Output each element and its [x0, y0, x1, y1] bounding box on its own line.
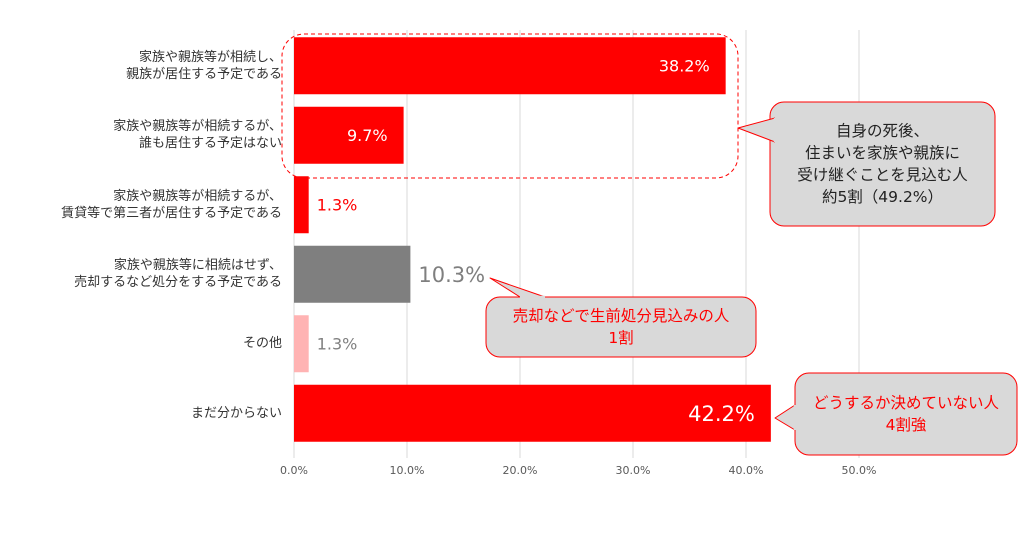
bar [294, 176, 309, 234]
category-label: その他 [242, 336, 282, 352]
callout-layer [485, 101, 1018, 456]
callout-text: どうするか決めていない人 4割強 [812, 394, 999, 434]
category-label: 家族や親族等が相続するが、 賃貸等で第三者が居住する予定である [61, 188, 282, 221]
bar [294, 384, 771, 442]
bars: 38.2% 9.7% 1.3% 10.3% 1.3% 42.2% [294, 37, 771, 442]
callout-box [769, 101, 996, 227]
callout-text: 自身の死後、 住まいを家族や親族に 受け継ぐことを見込む人 約5割（49.2%） [797, 122, 968, 206]
data-label: 9.7% [347, 126, 388, 145]
data-label: 38.2% [659, 57, 710, 76]
category-label: 家族や親族等が相続し、 親族が居住する予定である [126, 49, 282, 82]
data-label: 10.3% [418, 263, 485, 287]
data-label: 1.3% [317, 196, 358, 215]
x-axis-ticks: 0.0% 10.0% 20.0% 30.0% 40.0% 50.0% [280, 464, 876, 477]
bar [294, 245, 411, 303]
callout-pointer [737, 117, 776, 143]
data-label: 42.2% [688, 402, 755, 426]
category-label: 家族や親族等が相続するが、 誰も居住する予定はない [113, 119, 282, 152]
data-label: 1.3% [317, 335, 358, 354]
category-label: 家族や親族等に相続はせず、 売却するなど処分をする予定である [74, 258, 282, 291]
x-tick-label: 40.0% [729, 464, 764, 477]
callout-text: 売却などで生前処分見込みの人 1割 [512, 307, 730, 347]
bar [294, 37, 726, 95]
callout-pointer [489, 277, 546, 298]
group-highlight-outline [281, 33, 739, 179]
category-label: まだ分からない [190, 405, 282, 421]
x-tick-label: 50.0% [842, 464, 877, 477]
x-tick-label: 10.0% [390, 464, 425, 477]
bar [294, 106, 404, 164]
x-tick-label: 20.0% [503, 464, 538, 477]
x-tick-label: 0.0% [280, 464, 308, 477]
callout-box [485, 296, 757, 358]
x-tick-label: 30.0% [616, 464, 651, 477]
callout-pointer [774, 404, 796, 431]
bar [294, 315, 309, 373]
